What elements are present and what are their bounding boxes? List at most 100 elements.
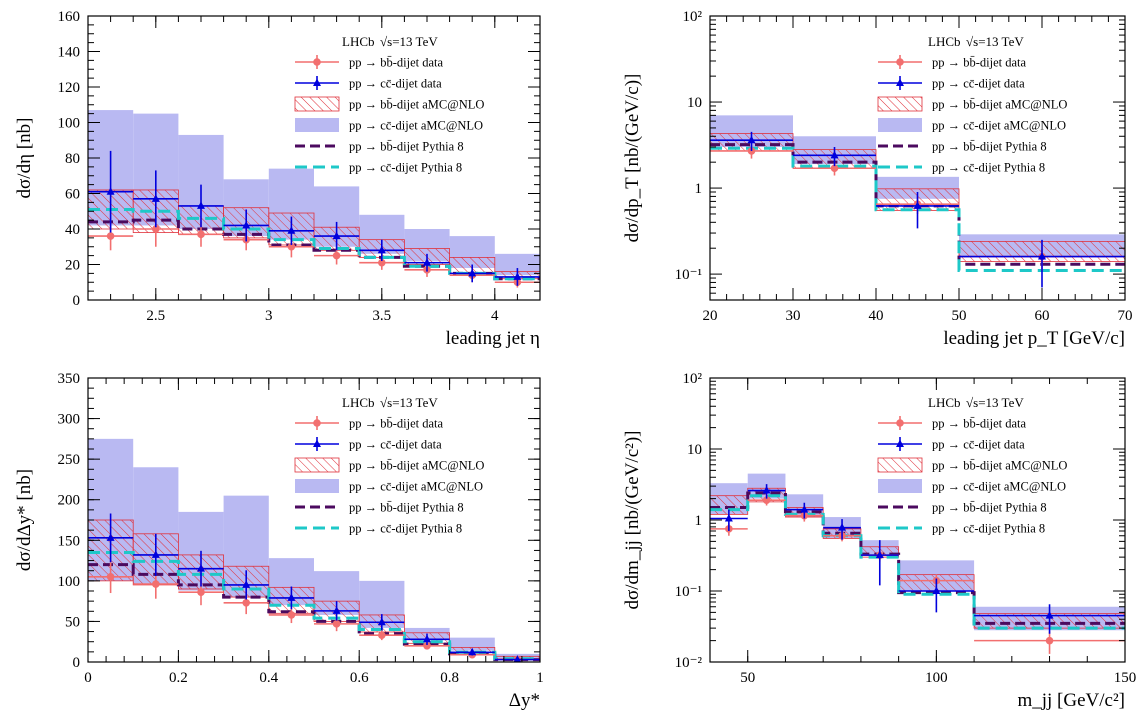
point-bb_data-6 [314,616,360,632]
x-tick-label: 60 [1035,308,1050,324]
legend-swatch-hatch [294,457,340,473]
legend-label: pp → bb̄-dijet data [349,56,444,70]
legend-header-lhcb: LHCb [342,395,375,410]
y-tick-label: 10⁻² [675,655,703,671]
legend-label: pp → bb̄-dijet Pythia 8 [932,140,1047,154]
legend-swatch-marker [896,439,904,447]
step-bb_pythia [88,218,540,281]
point-cc_data-5 [860,540,899,586]
point-marker [242,598,250,607]
step-cc_pythia [710,146,1125,273]
point-marker [377,245,386,254]
plot-frame [709,15,1126,301]
legend-entry-cc_data: pp → cc̄-dijet data [878,437,1025,452]
point-cc_data-2 [747,484,786,499]
point-marker [287,226,296,234]
point-marker [423,634,431,643]
legend-entry-bb_amc: pp → bb̄-dijet aMC@NLO [877,457,1067,473]
point-marker [762,496,771,505]
point-marker [423,641,431,650]
y-axis-title: dσ/dm_jj [nb/(GeV/c²)] [622,431,643,610]
point-bb_data-7 [359,630,405,641]
legend-label: pp → cc̄-dijet Pythia 8 [349,522,462,536]
y-tick-label: 50 [65,614,80,630]
step-bb_pythia [710,491,1125,625]
y-axis-title-text: dσ/dp_T [nb/(GeV/c)] [622,74,643,243]
y-tick-label: 120 [58,80,81,96]
legend-label: pp → bb̄-dijet aMC@NLO [349,459,484,473]
point-marker [106,533,115,541]
y-tick-label: 1 [695,181,703,197]
legend-label: pp → bb̄-dijet aMC@NLO [932,459,1067,473]
x-tick-label: 3.5 [372,308,391,324]
point-cc_data-2 [793,147,876,167]
x-tick-label: 2.5 [146,308,165,324]
point-cc_data-6 [898,578,975,613]
point-cc_data-8 [404,253,450,272]
y-tick-label: 1 [695,513,703,529]
point-marker [747,135,756,144]
point-marker [875,550,884,559]
x-tick-label: 0.6 [350,670,369,686]
point-bb_data-7 [974,631,1125,654]
point-cc_data-3 [178,550,224,587]
y-tick-label: 150 [58,533,81,549]
point-marker [197,588,205,597]
point-cc_data-6 [314,601,360,621]
legend-entry-cc_amc: pp → cc̄-dijet aMC@NLO [878,118,1066,133]
legend-label: pp → bb̄-dijet Pythia 8 [932,501,1047,515]
legend-label: pp → bb̄-dijet aMC@NLO [349,98,484,112]
point-marker [762,486,771,494]
legend: LHCb √s=13 TeV pp → bb̄-dijet data pp → cc̄… [877,395,1067,536]
legend-swatch-hatch [877,457,923,473]
y-tick-label: 300 [58,412,81,428]
chart-panel-4: 50 100 150 10⁻² 10⁻¹ 1 10 10² dσ/dm_jj [nb/(GeV/… [622,371,1136,711]
point-marker [106,573,115,581]
point-cc_data-5 [268,216,314,245]
legend-entry-cc_pythia: pp → cc̄-dijet Pythia 8 [878,161,1045,175]
point-marker [152,225,160,233]
point-cc_data-2 [133,170,179,228]
point-marker [800,505,809,513]
chart-panel-3: 0 0.2 0.4 0.6 0.8 1 0 50 100 150 200 250 300 350 dσ/dΔ… [14,371,544,711]
legend-entry-bb_amc: pp → bb̄-dijet aMC@NLO [294,457,484,473]
legend-entry-cc_amc: pp → cc̄-dijet aMC@NLO [878,479,1066,494]
legend-entry-bb_amc: pp → bb̄-dijet aMC@NLO [294,96,484,112]
point-marker [932,586,941,594]
legend-entry-bb_data: pp → bb̄-dijet data [878,55,1027,70]
legend-entry-cc_amc: pp → cc̄-dijet aMC@NLO [295,479,483,494]
legend-label: pp → cc̄-dijet data [349,77,442,91]
x-axis-title: m_jj [GeV/c²] [1017,690,1125,711]
x-tick-label: 1 [536,670,544,686]
point-marker [332,606,341,614]
legend-entry-cc_data: pp → cc̄-dijet data [295,437,442,452]
x-tick-label: 0.4 [259,670,278,686]
legend-label: pp → bb̄-dijet data [932,56,1027,70]
x-tick-label: 40 [869,308,884,324]
point-marker [830,164,839,173]
point-marker [197,201,205,209]
legend-swatch-marker [313,439,321,447]
x-axis-title: leading jet p_T [GeV/c] [943,328,1125,349]
point-marker [1045,611,1054,619]
point-cc_data-7 [359,239,405,261]
step-cc_pythia [88,207,540,281]
legend-header-energy: √s=13 TeV [966,34,1024,49]
point-bb_data-1 [88,560,134,594]
point-cc_data-4 [959,239,1125,288]
y-tick-label: 20 [65,258,80,274]
point-cc_data-2 [133,533,179,576]
legend-swatch-marker [313,58,321,66]
point-marker [197,564,205,572]
point-cc_data-3 [785,502,824,519]
legend: LHCb √s=13 TeV pp → bb̄-dijet data pp → cc̄… [294,34,484,175]
legend-label: pp → bb̄-dijet data [932,417,1027,431]
y-tick-label: 10 [687,95,702,111]
x-tick-label: 50 [740,670,755,686]
y-tick-label: 100 [58,116,81,132]
legend-entry-cc_amc: pp → cc̄-dijet aMC@NLO [295,118,483,133]
legend-swatch-band [295,479,339,493]
point-marker [378,631,386,640]
